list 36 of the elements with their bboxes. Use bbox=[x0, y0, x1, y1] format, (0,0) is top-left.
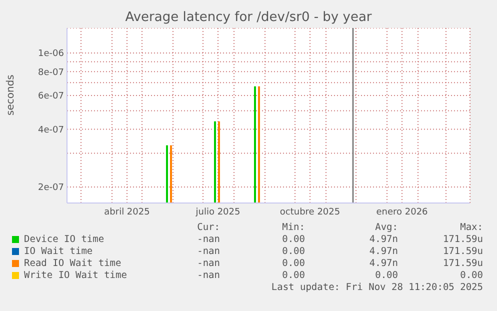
text: 4.97n bbox=[369, 234, 398, 245]
x-tick-label: julio 2025 bbox=[194, 207, 240, 218]
y-tick-label: 8e-07 bbox=[38, 68, 64, 78]
legend-label: Write IO Wait time bbox=[24, 270, 127, 281]
text: 171.59u bbox=[442, 246, 483, 257]
legend-label: Read IO Wait time bbox=[24, 258, 122, 269]
text: 0.00 bbox=[375, 270, 398, 281]
text: 171.59u bbox=[442, 258, 483, 269]
y-tick-label: 4e-07 bbox=[38, 125, 64, 136]
y-tick-label: 6e-07 bbox=[38, 92, 64, 102]
text: Max: bbox=[460, 222, 483, 233]
text: 0.00 bbox=[282, 258, 305, 269]
legend-label: IO Wait time bbox=[24, 246, 93, 257]
text: Cur: bbox=[197, 222, 220, 233]
text: 4.97n bbox=[369, 258, 398, 269]
text: Last update: Fri Nov 28 11:20:05 2025 bbox=[271, 282, 483, 293]
x-tick-label: octubre 2025 bbox=[280, 207, 340, 218]
text: -nan bbox=[197, 246, 220, 257]
chart-title: Average latency for /dev/sr0 - by year bbox=[124, 10, 373, 25]
y-axis-title: seconds bbox=[6, 74, 17, 116]
y-tick-label: 2e-07 bbox=[38, 183, 64, 194]
legend-label: Device IO time bbox=[24, 234, 104, 245]
text: -nan bbox=[197, 258, 220, 269]
text: 4.97n bbox=[369, 246, 398, 257]
text: 0.00 bbox=[282, 270, 305, 281]
text: Min: bbox=[282, 222, 305, 233]
x-tick-label: abril 2025 bbox=[104, 207, 150, 218]
y-tick-label: 1e-06 bbox=[38, 49, 64, 60]
text: 0.00 bbox=[282, 234, 305, 245]
text: 171.59u bbox=[442, 234, 483, 245]
text: -nan bbox=[197, 234, 220, 245]
text: 0.00 bbox=[460, 270, 483, 281]
text: -nan bbox=[197, 270, 220, 281]
text: 0.00 bbox=[282, 246, 305, 257]
text: Avg: bbox=[375, 222, 398, 233]
x-tick-label: enero 2026 bbox=[376, 207, 428, 218]
